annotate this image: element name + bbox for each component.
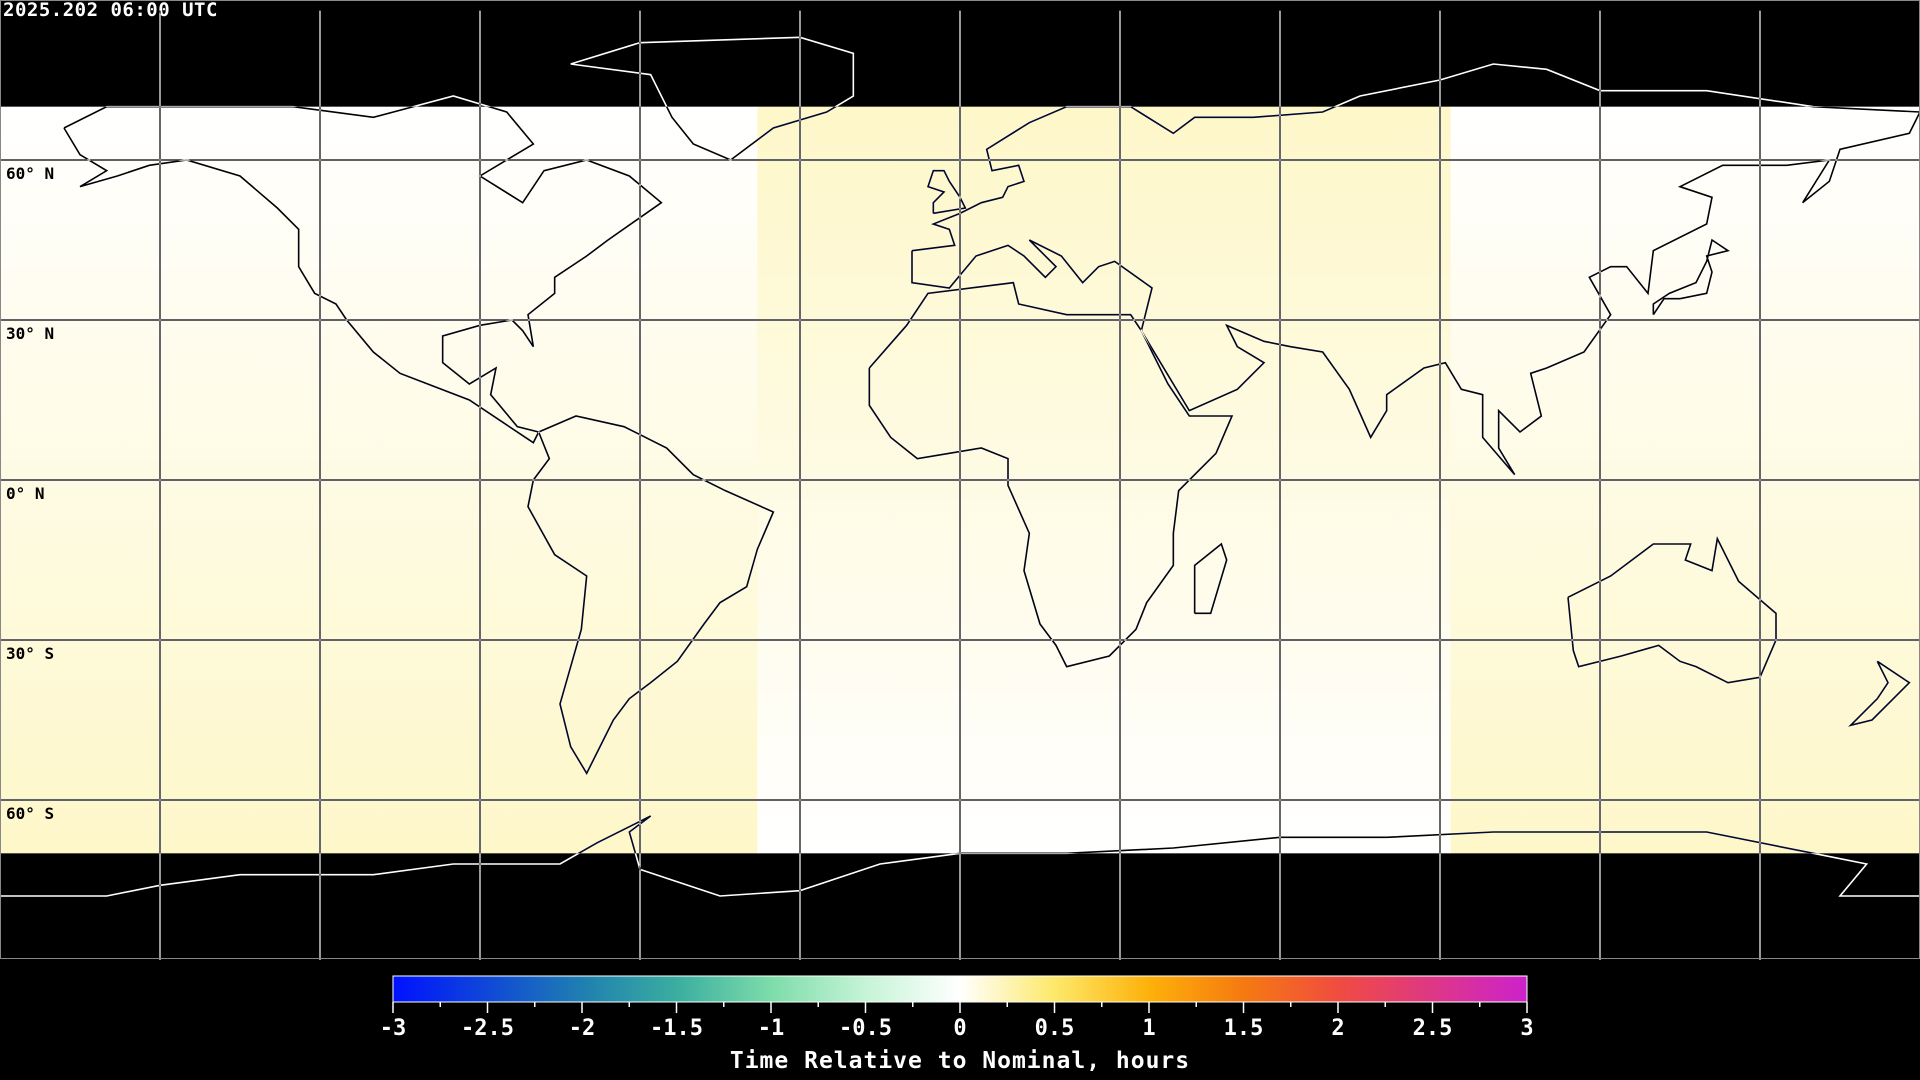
coastline — [926, 169, 967, 215]
colorbar: -3 -2.5 -2 -1.5 -1 -0.5 0 0.5 1 1.5 2 2.5 3 — [380, 975, 1534, 1041]
colorbar-tick-label: 2 — [1331, 1016, 1344, 1041]
latitude-label: 30° N — [6, 324, 55, 343]
colorbar-tick-label: -3 — [380, 1016, 407, 1041]
colorbar-tick-label: 1.5 — [1224, 1016, 1264, 1041]
coastline — [1848, 660, 1911, 727]
colorbar-tick-label: -2.5 — [461, 1016, 514, 1041]
colorbar-title: Time Relative to Nominal, hours — [729, 1048, 1191, 1074]
world-map — [0, 0, 1920, 960]
latitude-label: 30° S — [6, 644, 55, 663]
coastline — [1193, 542, 1228, 615]
latitude-label: 60° N — [6, 164, 55, 183]
graticule — [0, 10, 1920, 960]
colorbar-tick-label: -1.5 — [650, 1016, 703, 1041]
colorbar-tick-label: 0 — [953, 1016, 966, 1041]
colorbar-tick-label: 2.5 — [1413, 1016, 1453, 1041]
timestamp-title: 2025.202 06:00 UTC — [3, 0, 218, 21]
latitude-label: 60° S — [6, 804, 55, 823]
latitude-label: 0° N — [6, 484, 45, 503]
colorbar-tick-label: 1 — [1142, 1016, 1155, 1041]
coastline — [868, 281, 1234, 668]
colorbar-tick-label: -0.5 — [839, 1016, 892, 1041]
colorbar-tick-label: -1 — [758, 1016, 785, 1041]
coastline — [1652, 238, 1730, 316]
colorbar-tick-label: 0.5 — [1035, 1016, 1075, 1041]
colorbar-gradient — [392, 975, 1528, 1003]
colorbar-tick-label: 3 — [1520, 1016, 1533, 1041]
colorbar-tick-label: -2 — [569, 1016, 596, 1041]
